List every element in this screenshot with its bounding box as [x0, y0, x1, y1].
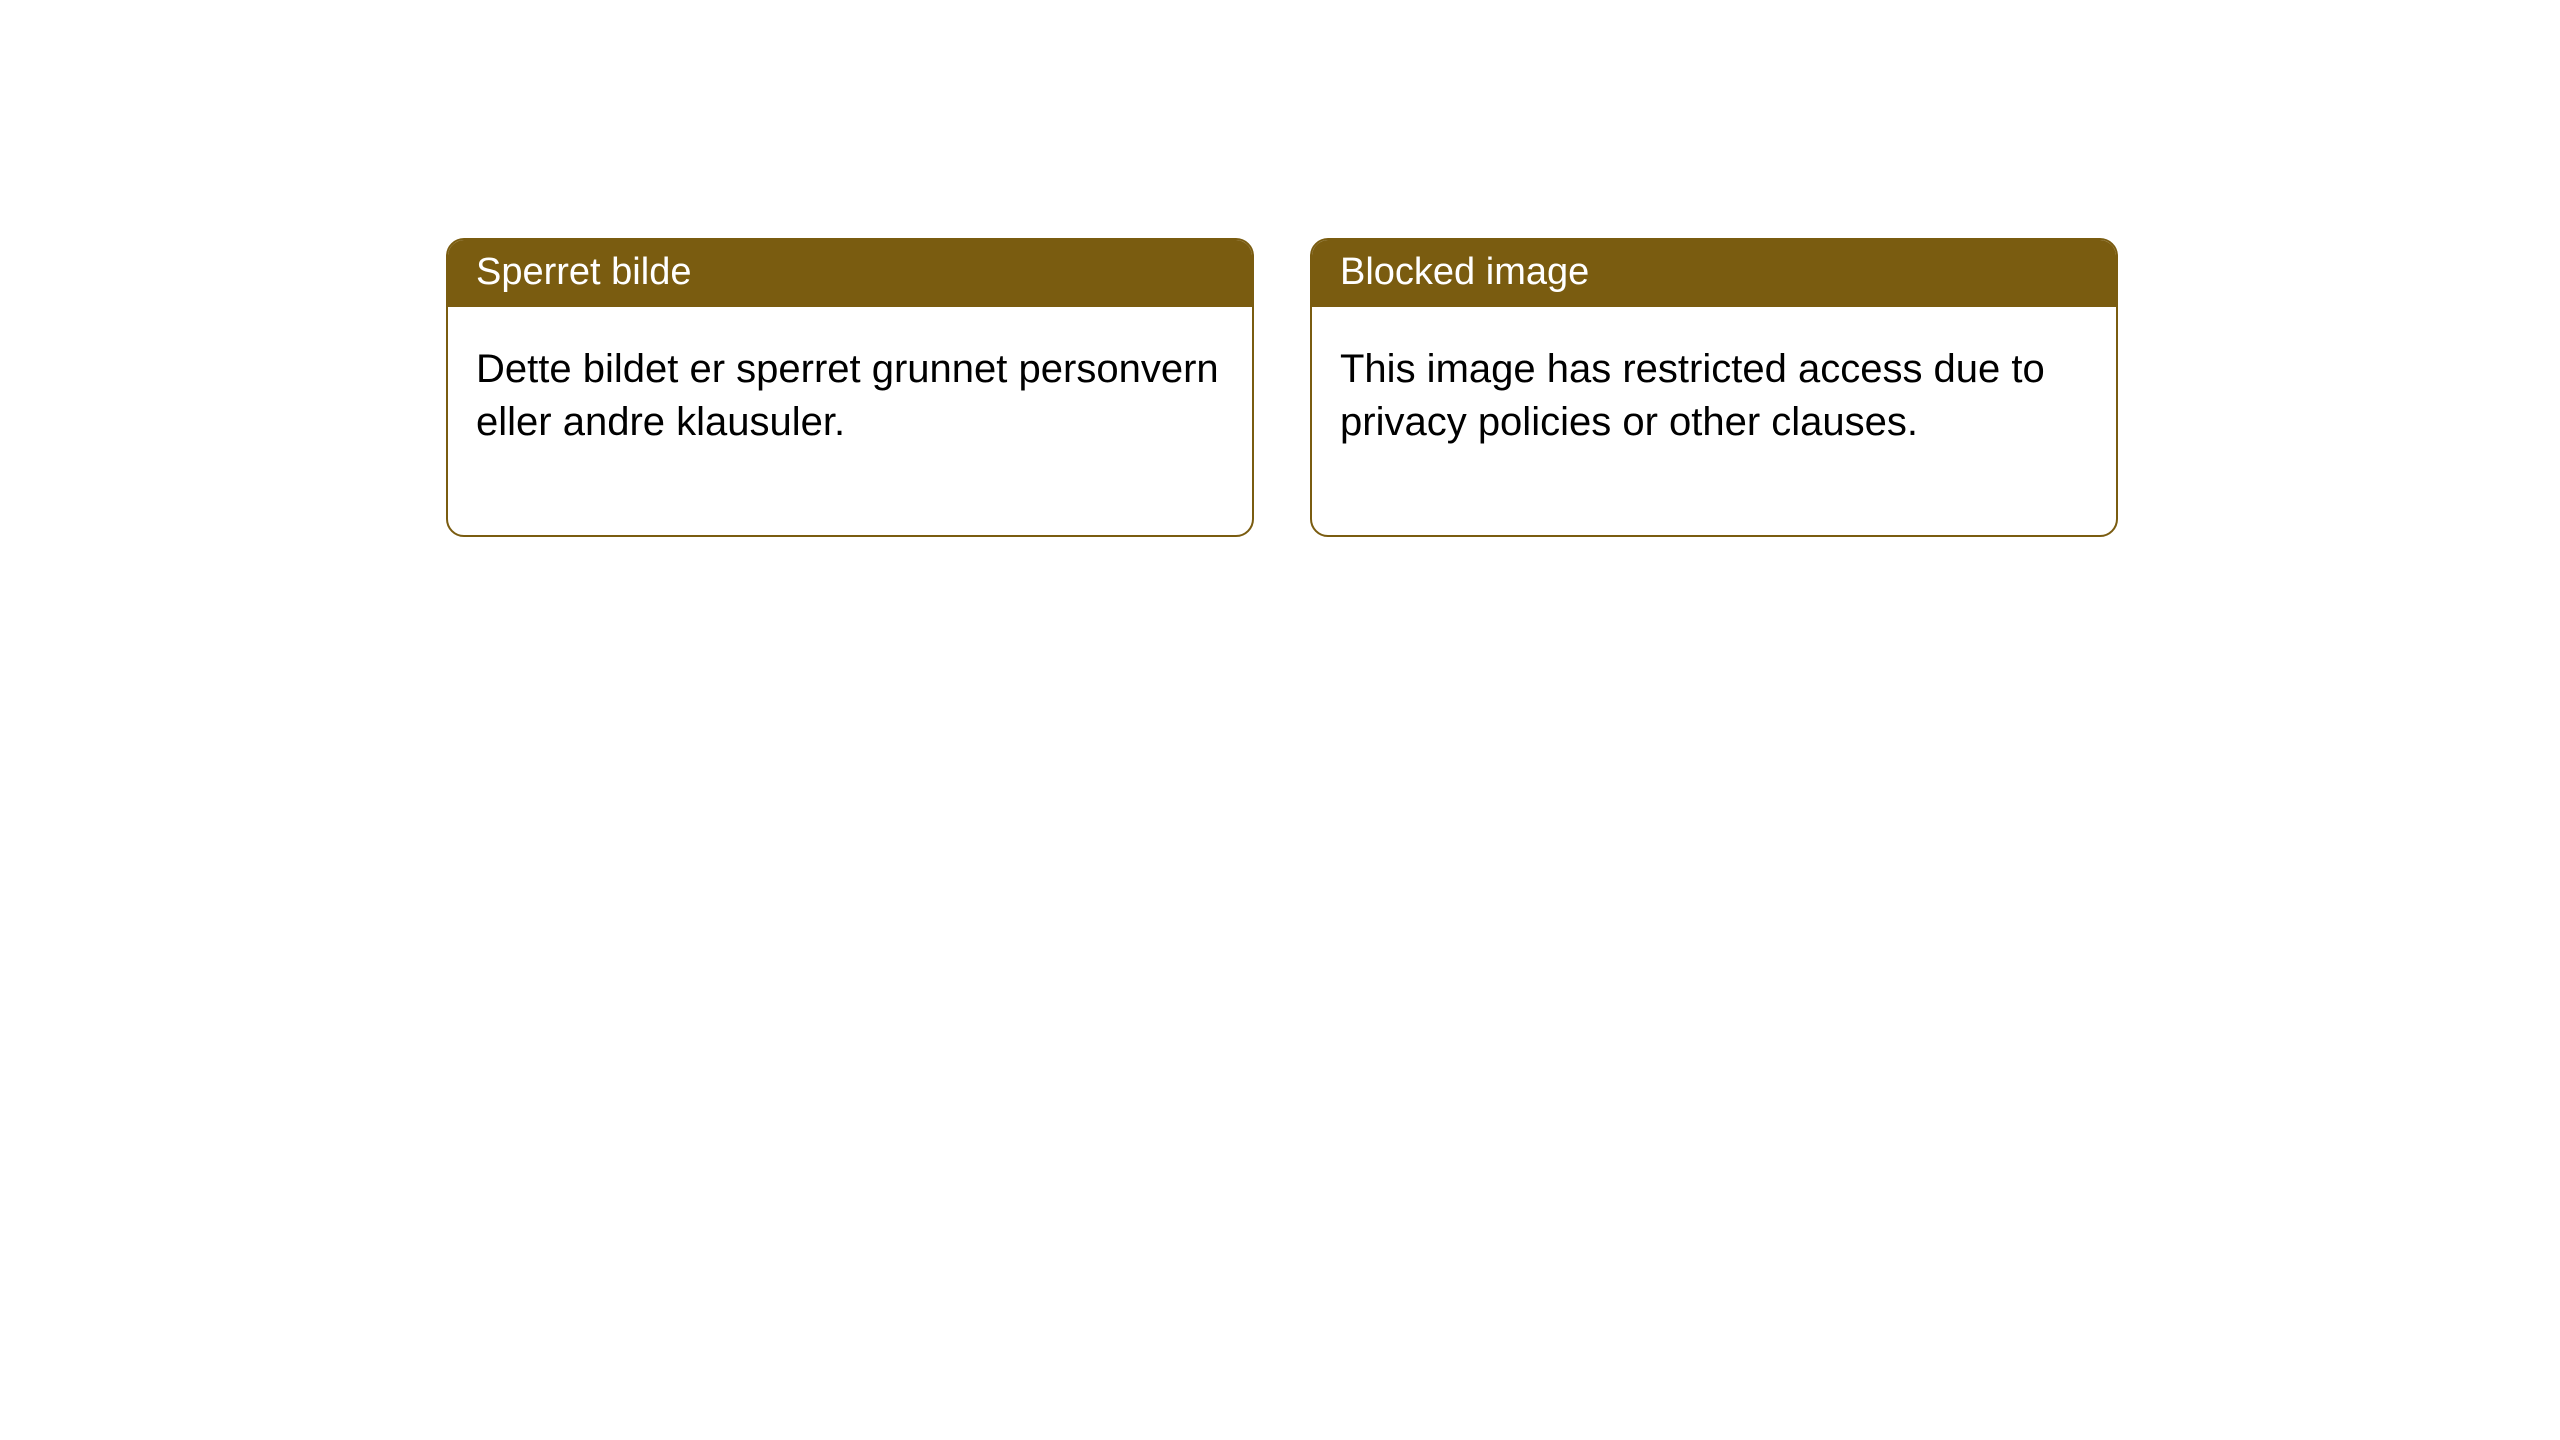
notice-message: This image has restricted access due to …	[1340, 347, 2045, 444]
notice-title: Sperret bilde	[476, 251, 691, 293]
notice-message: Dette bildet er sperret grunnet personve…	[476, 347, 1219, 444]
notice-title: Blocked image	[1340, 251, 1589, 293]
notice-body: Dette bildet er sperret grunnet personve…	[448, 307, 1252, 535]
notice-card-norwegian: Sperret bilde Dette bildet er sperret gr…	[446, 238, 1254, 537]
notice-header: Sperret bilde	[448, 240, 1252, 307]
notice-header: Blocked image	[1312, 240, 2116, 307]
notice-card-english: Blocked image This image has restricted …	[1310, 238, 2118, 537]
notice-container: Sperret bilde Dette bildet er sperret gr…	[0, 0, 2560, 537]
notice-body: This image has restricted access due to …	[1312, 307, 2116, 535]
